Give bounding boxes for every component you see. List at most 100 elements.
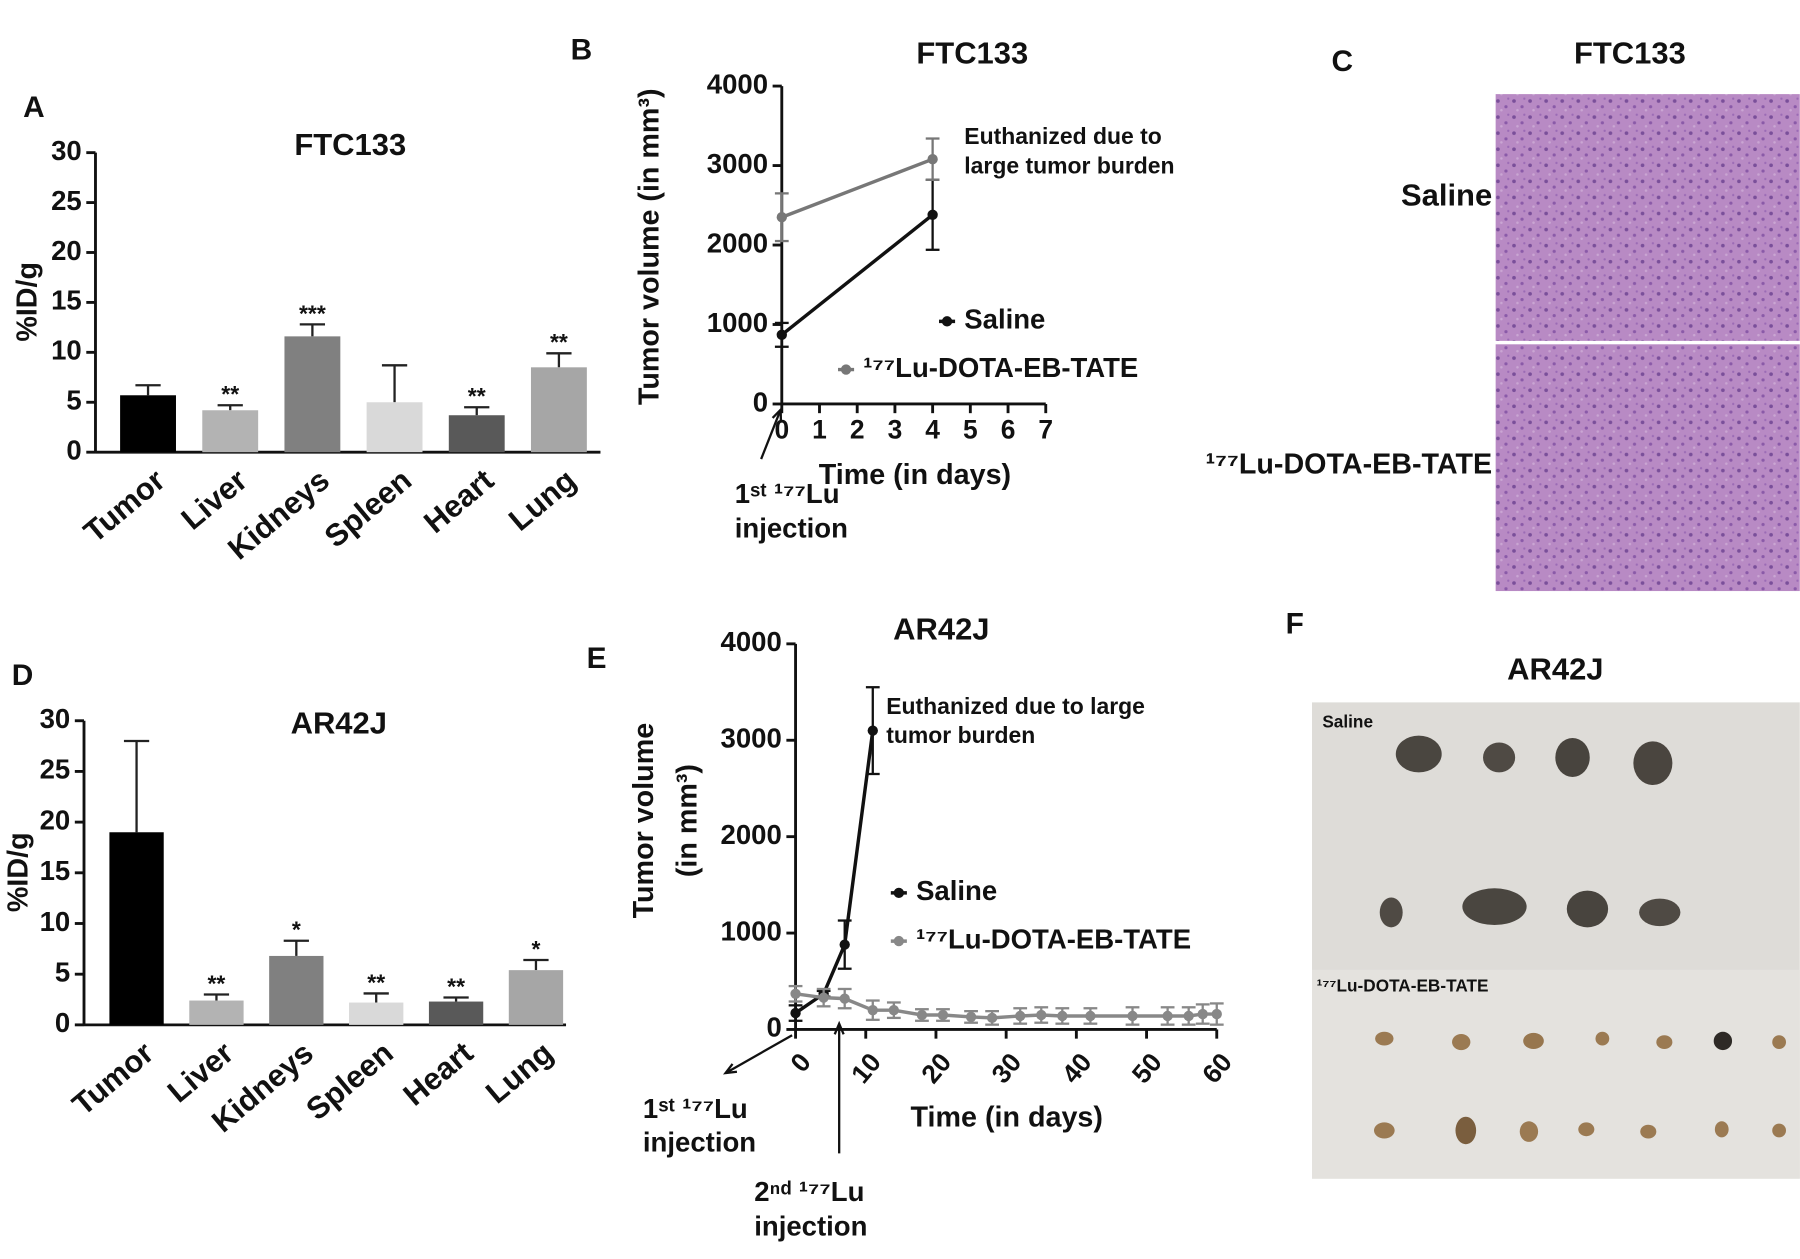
marker [916,1009,928,1021]
annotation: 2ⁿᵈ ¹⁷⁷Lu [754,1176,864,1207]
y-tick-label: 0 [753,386,768,417]
y-tick-label: 4000 [721,626,782,657]
annotation: tumor burden [886,722,1035,748]
marker [1183,1010,1194,1022]
bar [366,402,423,453]
y-tick-label: 3000 [707,148,768,179]
y-tick-label: 20 [40,804,71,835]
y-tick-label: 15 [40,855,71,886]
photo-label: Saline [1322,712,1373,732]
annotation: 1ˢᵗ ¹⁷⁷Lu [735,478,840,509]
marker [927,209,938,220]
x-tick-label: 50 [1126,1047,1168,1089]
panel-label: A [23,91,45,124]
marker [818,992,829,1003]
chart-title: FTC133 [294,127,406,162]
x-tick-label: 10 [845,1047,887,1089]
y-axis-label: Tumor volume [628,723,660,919]
y-tick-label: 30 [40,703,71,734]
marker [1015,1010,1026,1022]
histology-image [1495,344,1800,592]
x-tick-label: Spleen [299,1035,399,1127]
bar [428,1001,484,1025]
marker [776,212,787,223]
y-axis-label: %ID/g [11,262,43,342]
y-tick-label: 4000 [707,68,768,99]
y-axis-label: Tumor volume (in mm³) [634,88,666,405]
y-tick-label: 20 [51,235,82,266]
x-tick-label: 30 [986,1047,1028,1089]
histology-image [1495,94,1800,341]
annotation-arrow [724,1034,793,1075]
y-tick-label: 25 [51,185,82,216]
x-tick-label: 1 [812,414,827,444]
y-tick-label: 10 [51,335,82,366]
bar [120,395,176,453]
marker [790,1007,801,1019]
legend-label: ¹⁷⁷Lu-DOTA-EB-TATE [916,923,1191,954]
marker [1036,1009,1047,1021]
x-tick-label: Heart [417,462,500,540]
marker [1211,1008,1222,1020]
y-tick-label: 0 [66,434,81,465]
x-tick-label: 60 [1196,1047,1238,1089]
significance-label: * [531,936,540,962]
panel-label: D [12,659,34,692]
significance-label: ** [550,329,568,355]
panel-label: E [587,642,607,675]
x-tick-label: 6 [1001,414,1016,444]
annotation: large tumor burden [964,153,1174,179]
annotation: 1ˢᵗ ¹⁷⁷Lu [643,1093,748,1124]
marker [1127,1010,1138,1022]
marker [776,329,787,341]
y-tick-label: 30 [51,135,82,166]
bar [269,955,324,1025]
significance-label: ** [208,970,226,996]
bar [284,336,341,453]
marker [937,1009,949,1021]
panel-label: B [571,34,593,67]
bar [508,970,564,1025]
marker [790,988,801,999]
chart-title: FTC133 [916,35,1028,70]
legend-marker [840,364,852,375]
significance-label: *** [299,300,326,326]
bar [109,832,164,1025]
legend-label: Saline [916,875,997,906]
bar [530,367,587,453]
bar [202,410,259,453]
photo-label: ¹⁷⁷Lu-DOTA-EB-TATE [1317,976,1489,996]
annotation: injection [643,1127,756,1158]
arrow-head [722,1063,738,1075]
y-axis-label: %ID/g [2,832,34,912]
marker [867,725,878,736]
series-line [794,730,875,1015]
significance-label: ** [468,383,486,409]
x-tick-label: Lung [502,462,582,537]
series-line [780,213,934,337]
y-tick-label: 1000 [721,915,782,946]
panel-label: F [1286,607,1304,640]
x-tick-label: 7 [1038,414,1053,444]
row-label: Saline [1401,178,1492,213]
marker [1162,1010,1173,1022]
series-line [781,157,934,219]
marker [965,1011,977,1023]
y-tick-label: 2000 [707,227,768,258]
x-tick-label: 2 [850,414,865,444]
bar [448,415,505,453]
annotation-arrow [760,409,782,460]
x-tick-label: 4 [925,414,940,444]
y-tick-label: 10 [40,906,71,937]
marker [1057,1010,1068,1022]
x-tick-label: 3 [888,414,903,444]
x-axis-label: Time (in days) [911,1102,1103,1134]
significance-label: * [292,917,301,943]
x-tick-label: 5 [963,414,978,444]
bar [349,1002,404,1025]
bar [189,1000,244,1025]
significance-label: ** [447,973,465,999]
x-tick-label: 0 [774,414,789,444]
